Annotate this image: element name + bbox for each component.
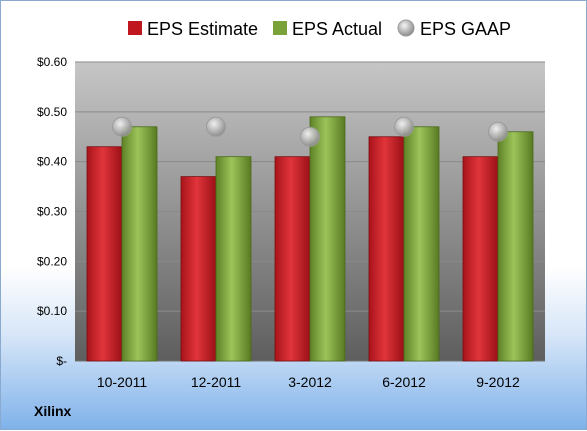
- bar-eps-actual-6-2012: [403, 126, 440, 362]
- bar-eps-actual-10-2011: [121, 126, 158, 362]
- legend-swatch-eps-actual: [273, 21, 287, 35]
- x-tick-label: 10-2011: [97, 374, 148, 390]
- bar-eps-estimate-9-2012: [462, 156, 499, 362]
- bars: [86, 116, 534, 362]
- bar-eps-actual-9-2012: [497, 131, 534, 362]
- y-tick-label: $0.10: [37, 304, 67, 318]
- legend-label-eps-estimate: EPS Estimate: [147, 19, 258, 39]
- y-tick-label: $-: [56, 354, 67, 368]
- marker-eps-gaap-12-2011: [206, 116, 226, 137]
- y-tick-label: $0.60: [37, 55, 67, 69]
- x-tick-label: 9-2012: [476, 374, 520, 390]
- bar-eps-estimate-12-2011: [180, 176, 217, 362]
- x-tick-label: 6-2012: [382, 374, 426, 390]
- legend-marker-eps-gaap: [397, 19, 415, 37]
- bar-eps-actual-3-2012: [309, 116, 346, 362]
- bar-eps-estimate-3-2012: [274, 156, 311, 362]
- y-axis-ticks: $- $0.10 $0.20 $0.30 $0.40 $0.50 $0.60: [37, 55, 67, 368]
- y-tick-label: $0.20: [37, 254, 67, 268]
- x-axis-labels: 10-2011 12-2011 3-2012 6-2012 9-2012: [97, 374, 520, 390]
- legend-label-eps-actual: EPS Actual: [292, 19, 382, 39]
- bar-eps-estimate-10-2011: [86, 146, 123, 362]
- company-name: Xilinx: [34, 403, 72, 419]
- gaap-markers: [112, 116, 508, 147]
- x-tick-label: 3-2012: [288, 374, 332, 390]
- marker-eps-gaap-3-2012: [300, 126, 320, 147]
- marker-eps-gaap-10-2011: [112, 116, 132, 137]
- legend-swatch-eps-estimate: [128, 21, 142, 35]
- marker-eps-gaap-6-2012: [394, 116, 414, 137]
- marker-eps-gaap-9-2012: [488, 121, 508, 142]
- legend: EPS Estimate EPS Actual EPS GAAP: [128, 19, 511, 39]
- y-tick-label: $0.30: [37, 205, 67, 219]
- x-tick-label: 12-2011: [191, 374, 242, 390]
- bar-eps-actual-12-2011: [215, 156, 252, 362]
- legend-label-eps-gaap: EPS GAAP: [420, 19, 511, 39]
- bar-eps-estimate-6-2012: [368, 136, 405, 362]
- y-tick-label: $0.40: [37, 155, 67, 169]
- y-tick-label: $0.50: [37, 105, 67, 119]
